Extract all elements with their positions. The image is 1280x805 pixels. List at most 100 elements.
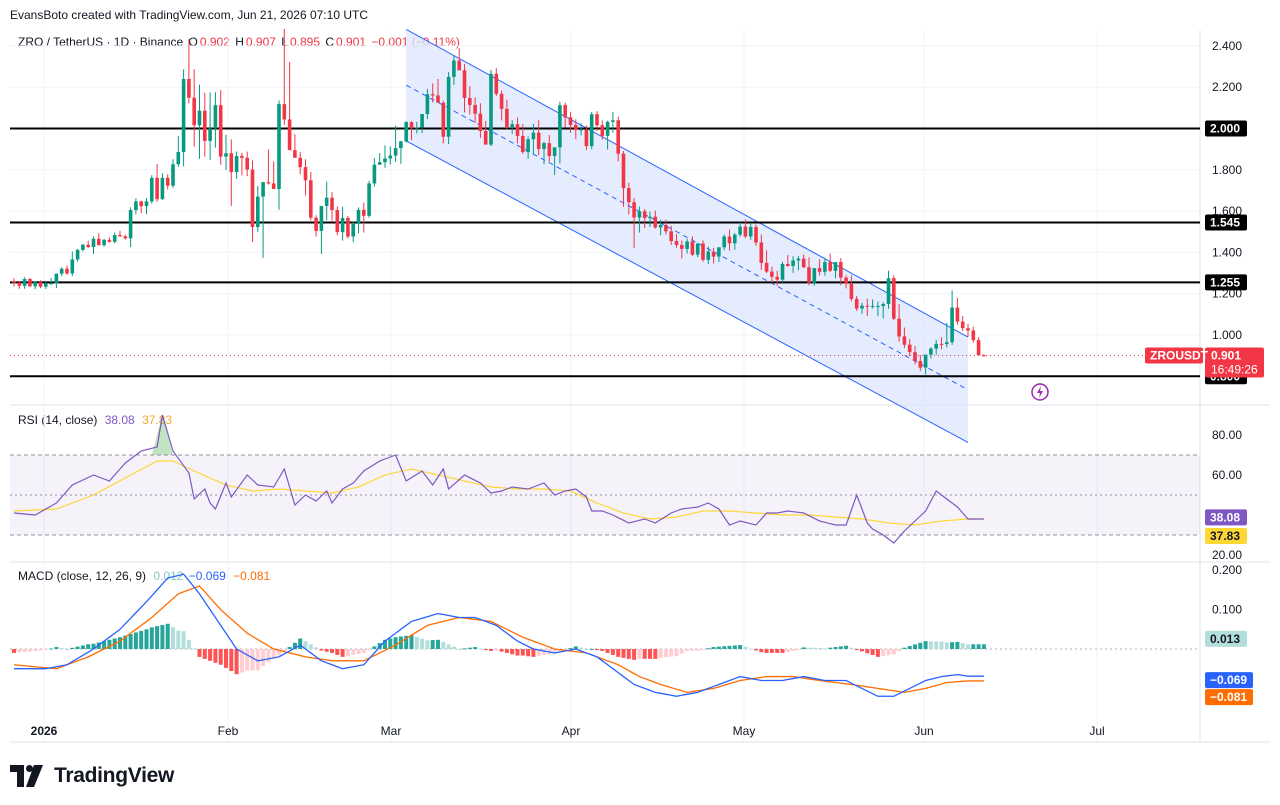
candle[interactable] — [59, 267, 64, 277]
candle[interactable] — [547, 135, 552, 162]
candle[interactable] — [356, 207, 361, 234]
candle[interactable] — [828, 253, 832, 273]
candle[interactable] — [976, 337, 981, 356]
candle[interactable] — [319, 205, 324, 255]
candle[interactable] — [436, 78, 440, 103]
candle[interactable] — [28, 278, 32, 288]
candle[interactable] — [982, 354, 986, 357]
candle[interactable] — [886, 270, 891, 309]
candle[interactable] — [250, 160, 255, 242]
candle[interactable] — [722, 234, 726, 251]
candle[interactable] — [240, 152, 244, 176]
candle[interactable] — [579, 123, 583, 136]
candle[interactable] — [65, 265, 69, 275]
candle[interactable] — [929, 347, 933, 359]
candle[interactable] — [812, 268, 817, 286]
candle[interactable] — [377, 153, 382, 166]
candle[interactable] — [213, 92, 218, 148]
candle[interactable] — [854, 295, 859, 312]
candle[interactable] — [187, 38, 191, 104]
candle[interactable] — [309, 171, 313, 221]
candle[interactable] — [494, 68, 499, 96]
candle[interactable] — [293, 134, 297, 158]
candle[interactable] — [632, 198, 636, 248]
candle[interactable] — [589, 111, 594, 150]
candle[interactable] — [870, 299, 875, 309]
candle[interactable] — [600, 120, 605, 140]
candle[interactable] — [404, 121, 408, 143]
candle[interactable] — [865, 298, 870, 317]
candle[interactable] — [876, 301, 880, 317]
candle[interactable] — [70, 251, 75, 277]
candle[interactable] — [515, 117, 520, 144]
candle[interactable] — [923, 354, 928, 375]
candle[interactable] — [844, 275, 848, 289]
candle[interactable] — [139, 200, 143, 214]
candle[interactable] — [155, 164, 159, 202]
candle[interactable] — [372, 158, 377, 187]
candle[interactable] — [203, 92, 207, 157]
level-price-tag[interactable]: 1.545 — [1205, 214, 1247, 231]
candle[interactable] — [144, 198, 149, 215]
candle[interactable] — [568, 111, 573, 133]
candle[interactable] — [489, 69, 493, 147]
candle[interactable] — [717, 247, 721, 262]
candle[interactable] — [897, 304, 901, 342]
candle[interactable] — [775, 270, 779, 286]
candle[interactable] — [441, 100, 446, 144]
candle[interactable] — [658, 219, 663, 236]
candle[interactable] — [12, 278, 16, 287]
candle[interactable] — [430, 83, 435, 103]
candle[interactable] — [181, 69, 186, 167]
candle[interactable] — [584, 125, 589, 150]
candle[interactable] — [245, 151, 249, 177]
level-price-tag[interactable]: 2.000 — [1205, 120, 1247, 137]
candle[interactable] — [669, 225, 673, 245]
tradingview-logo[interactable]: TradingView — [10, 762, 174, 790]
candle[interactable] — [367, 180, 371, 218]
candle[interactable] — [690, 236, 695, 256]
candle[interactable] — [218, 90, 223, 165]
candle[interactable] — [17, 280, 22, 289]
macd-title[interactable]: MACD (close, 12, 26, 9) — [18, 569, 147, 583]
candle[interactable] — [197, 84, 202, 159]
candle[interactable] — [664, 219, 668, 235]
candle[interactable] — [934, 339, 938, 355]
candle[interactable] — [674, 234, 679, 248]
candle[interactable] — [955, 298, 960, 325]
candle[interactable] — [150, 175, 154, 204]
candle[interactable] — [881, 302, 885, 319]
candle[interactable] — [420, 114, 424, 134]
candle[interactable] — [971, 326, 976, 343]
candle[interactable] — [49, 278, 53, 285]
candle[interactable] — [160, 173, 165, 200]
candle[interactable] — [680, 240, 684, 259]
candle[interactable] — [536, 120, 541, 156]
rsi-ma-line[interactable] — [13, 460, 984, 526]
candle[interactable] — [733, 232, 737, 250]
candle[interactable] — [256, 185, 260, 232]
candle[interactable] — [833, 262, 838, 279]
candle[interactable] — [743, 219, 748, 239]
candle[interactable] — [738, 222, 742, 237]
signal-value-tag[interactable]: −0.081 — [1205, 689, 1253, 706]
candle[interactable] — [351, 221, 355, 243]
candle[interactable] — [526, 136, 530, 159]
macd-hist-tag[interactable]: 0.013 — [1205, 630, 1247, 647]
candle[interactable] — [261, 181, 265, 258]
candle[interactable] — [128, 207, 133, 248]
candle[interactable] — [271, 161, 276, 190]
candle[interactable] — [595, 111, 599, 132]
candle[interactable] — [754, 224, 758, 246]
candle[interactable] — [462, 64, 467, 113]
candle[interactable] — [907, 338, 912, 357]
candle[interactable] — [287, 62, 292, 151]
candle[interactable] — [107, 237, 112, 243]
candle[interactable] — [950, 290, 954, 345]
candle[interactable] — [38, 280, 43, 289]
candle[interactable] — [478, 103, 483, 138]
candle[interactable] — [75, 248, 80, 262]
candle[interactable] — [399, 141, 403, 164]
candle[interactable] — [764, 250, 769, 274]
candle[interactable] — [112, 232, 117, 244]
